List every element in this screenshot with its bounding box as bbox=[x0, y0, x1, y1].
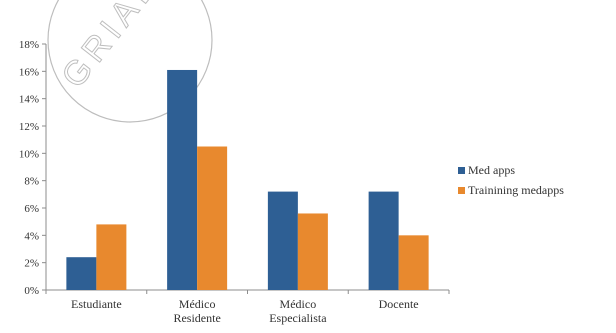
bars bbox=[66, 69, 429, 290]
x-tick-label-line: Médico bbox=[179, 297, 216, 311]
x-tick-label-line: Docente bbox=[379, 297, 419, 311]
y-tick-label: 18% bbox=[19, 39, 39, 51]
y-tick-label: 14% bbox=[19, 94, 39, 106]
y-tick-label: 10% bbox=[19, 148, 39, 160]
x-tick-label: Docente bbox=[379, 297, 419, 311]
y-tick-label: 4% bbox=[24, 230, 39, 242]
y-axis: 0% 2% 4% 6% 8% 10% 12% 14% 16% 18% bbox=[19, 39, 47, 297]
bar-med-apps bbox=[368, 191, 399, 290]
legend-swatch bbox=[458, 187, 465, 194]
legend-label: Med apps bbox=[468, 163, 515, 177]
y-tick-label: 2% bbox=[24, 258, 39, 270]
y-tick-label: 8% bbox=[24, 176, 39, 188]
x-tick-label-line: Estudiante bbox=[71, 297, 122, 311]
y-tick-label: 16% bbox=[19, 66, 39, 78]
bar-med-apps bbox=[66, 257, 97, 290]
bar-training-medapps bbox=[96, 224, 127, 290]
bar-med-apps bbox=[167, 69, 198, 290]
y-tick-label: 0% bbox=[24, 285, 39, 297]
legend-label: Trainining medapps bbox=[468, 183, 564, 197]
bar-med-apps bbox=[267, 191, 298, 290]
y-tick-label: 6% bbox=[24, 203, 39, 215]
x-tick-label: Médico Residente bbox=[173, 297, 220, 325]
x-tick-label-line: Médico bbox=[280, 297, 317, 311]
bar-training-medapps bbox=[197, 146, 228, 290]
x-tick-label-line: Residente bbox=[173, 311, 220, 325]
legend-swatch bbox=[458, 167, 465, 174]
x-tick-label-line: Especialista bbox=[269, 311, 327, 325]
y-tick-label: 12% bbox=[19, 121, 39, 133]
watermark-circle bbox=[47, 0, 213, 123]
watermark-text: GRIAL bbox=[54, 0, 165, 95]
legend: Med apps Trainining medapps bbox=[458, 163, 564, 197]
bar-training-medapps bbox=[398, 235, 429, 290]
bar-training-medapps bbox=[297, 213, 328, 290]
x-tick-label: Médico Especialista bbox=[269, 297, 327, 325]
x-tick-label: Estudiante bbox=[71, 297, 122, 311]
